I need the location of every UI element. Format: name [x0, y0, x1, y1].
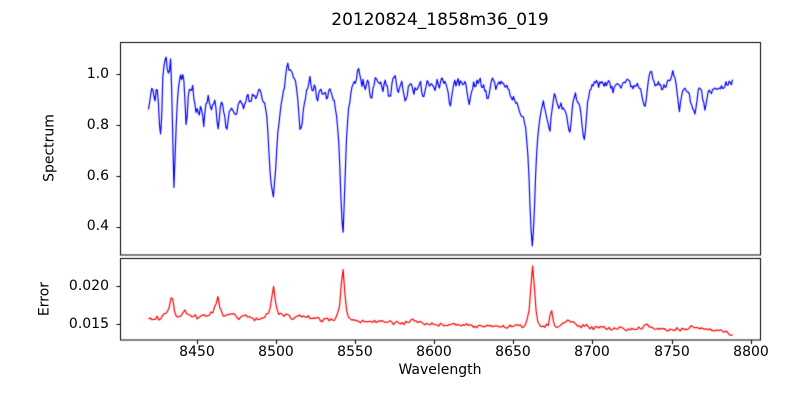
x-tick-label: 8550	[337, 344, 373, 360]
spectrum-y-tick-label: 0.6	[86, 168, 109, 184]
x-tick-label: 8650	[495, 344, 531, 360]
error-y-axis-label: Error	[36, 281, 53, 317]
chart-title: 20120824_1858m36_019	[331, 10, 549, 30]
spectrum-y-tick-label: 1.0	[86, 66, 109, 82]
spectrum-y-tick-label: 0.4	[86, 218, 109, 234]
x-tick-label: 8600	[416, 344, 452, 360]
error-y-tick-label: 0.015	[68, 316, 109, 332]
spectrum-y-axis-label: Spectrum	[41, 114, 58, 182]
x-tick-label: 8500	[258, 344, 294, 360]
x-tick-label: 8800	[733, 344, 769, 360]
spectrum-y-tick-label: 0.8	[86, 117, 109, 133]
x-tick-label: 8450	[179, 344, 215, 360]
x-tick-label: 8750	[654, 344, 690, 360]
x-axis-label: Wavelength	[398, 362, 482, 378]
error-y-tick-label: 0.020	[68, 278, 109, 294]
x-tick-label: 8700	[574, 344, 610, 360]
